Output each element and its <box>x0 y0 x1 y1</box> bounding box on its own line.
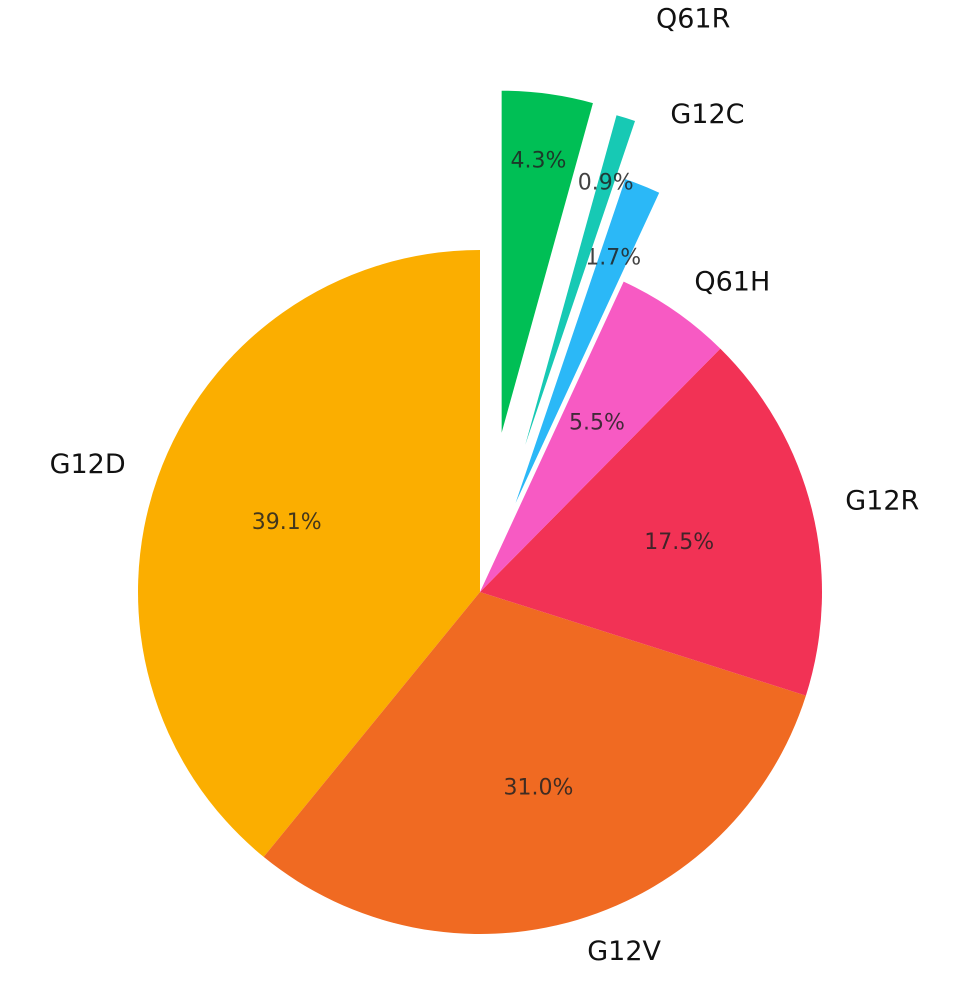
slice-pct-g12d: 39.1% <box>252 510 322 535</box>
pie-slice-g12v <box>263 592 806 935</box>
slice-pct-g12v: 31.0% <box>504 776 574 801</box>
slice-label-g12v: G12V <box>587 936 661 967</box>
slice-pct-g12r: 17.5% <box>644 530 714 555</box>
slice-pct-other: 4.3% <box>511 149 567 174</box>
pie-slice-q61r <box>525 115 636 445</box>
pie-slice-q61h <box>480 281 721 592</box>
pie-slice-g12d <box>138 250 480 857</box>
slice-label-g12r: G12R <box>845 485 919 516</box>
slice-pct-q61r: 0.9% <box>578 170 634 195</box>
slice-label-other: Other <box>562 0 640 7</box>
slice-label-g12d: G12D <box>50 449 126 480</box>
pie-slice-g12r <box>480 348 822 696</box>
slice-label-q61h: Q61H <box>694 266 770 297</box>
slice-pct-q61h: 5.5% <box>569 410 625 435</box>
pie-slice-g12c <box>515 179 660 504</box>
slice-label-g12c: G12C <box>670 99 744 130</box>
pie-slice-other <box>501 90 593 433</box>
slice-pct-g12c: 1.7% <box>585 246 641 271</box>
slice-label-q61r: Q61R <box>656 3 730 34</box>
